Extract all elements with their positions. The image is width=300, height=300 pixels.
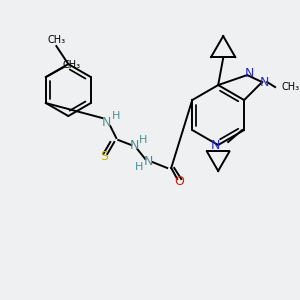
Text: H: H	[135, 162, 143, 172]
Text: CH₃: CH₃	[281, 82, 299, 92]
Text: H: H	[112, 111, 121, 121]
Text: N: N	[244, 67, 254, 80]
Text: N: N	[144, 155, 153, 169]
Text: N: N	[130, 139, 139, 152]
Text: S: S	[100, 151, 108, 164]
Text: CH₃: CH₃	[63, 60, 81, 70]
Text: CH₃: CH₃	[47, 35, 65, 45]
Text: N: N	[260, 76, 269, 88]
Text: N: N	[102, 116, 111, 128]
Text: O: O	[174, 176, 184, 188]
Text: N: N	[211, 139, 220, 152]
Text: H: H	[139, 135, 147, 145]
